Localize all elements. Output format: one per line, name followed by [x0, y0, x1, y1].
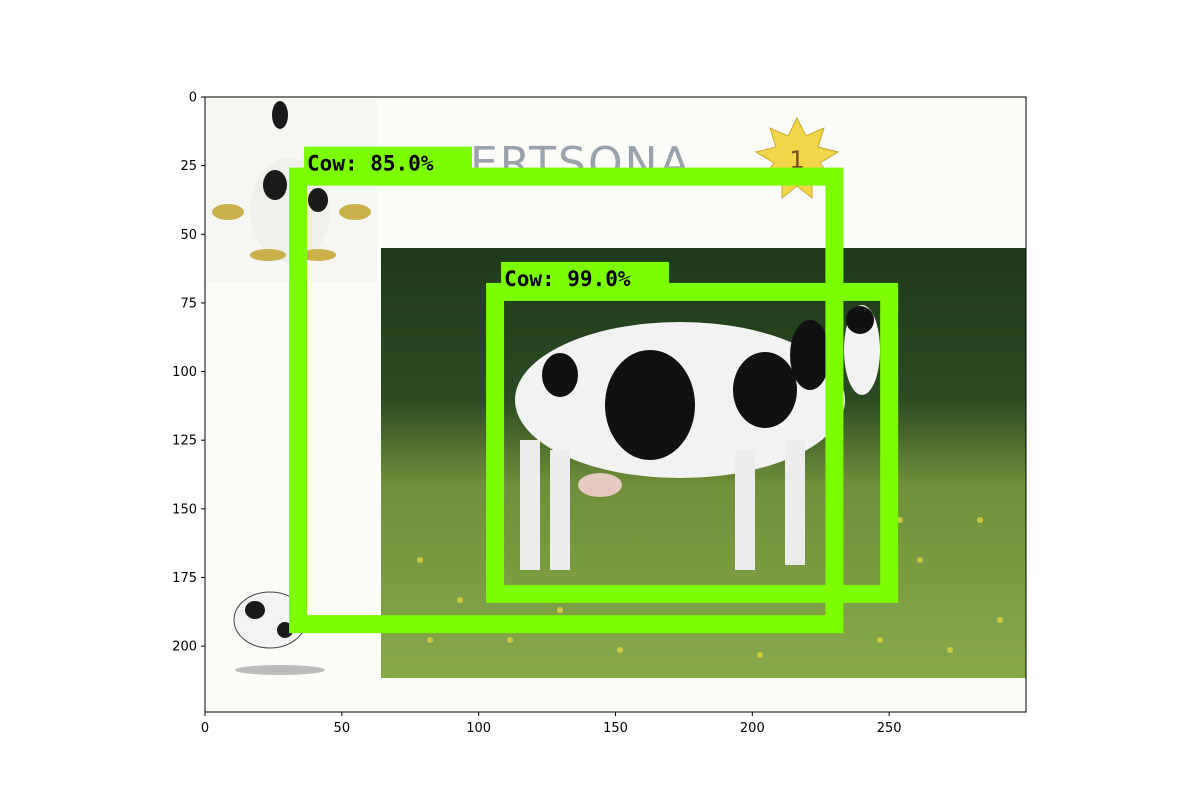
cow [515, 305, 880, 570]
y-tick-label: 75 [180, 296, 197, 311]
x-tick-label: 250 [877, 721, 902, 736]
label-background [304, 146, 473, 181]
detection-cow-1: Cow: 85.0% [289, 146, 844, 634]
x-tick-label: 200 [740, 721, 765, 736]
y-tick-label: 150 [172, 502, 197, 517]
detection-label: Cow: 99.0% [504, 267, 631, 291]
bounding-box [486, 282, 899, 603]
x-tick-label: 0 [201, 721, 209, 736]
detection-label: Cow: 85.0% [307, 152, 434, 176]
field-photo [381, 248, 1026, 678]
label-background [501, 261, 670, 296]
y-tick-label: 125 [172, 434, 197, 449]
detection-cow-2: Cow: 99.0% [486, 261, 899, 603]
y-tick-label: 0 [189, 91, 197, 106]
x-tick-label: 150 [603, 721, 628, 736]
x-axis: 0 50 100 150 200 250 [201, 712, 902, 736]
y-tick-label: 100 [172, 365, 197, 380]
y-tick-label: 200 [172, 640, 197, 655]
y-tick-label: 50 [180, 228, 197, 243]
badge-text: 1 [789, 146, 804, 174]
detections-layer: Cow: 85.0% Cow: 99.0% [289, 146, 899, 634]
x-tick-label: 50 [334, 721, 351, 736]
bounding-box [289, 167, 844, 634]
y-tick-label: 175 [172, 571, 197, 586]
y-tick-label: 25 [180, 159, 197, 174]
x-tick-label: 100 [466, 721, 491, 736]
y-axis: 0 25 50 75 100 125 150 175 200 [172, 91, 205, 655]
